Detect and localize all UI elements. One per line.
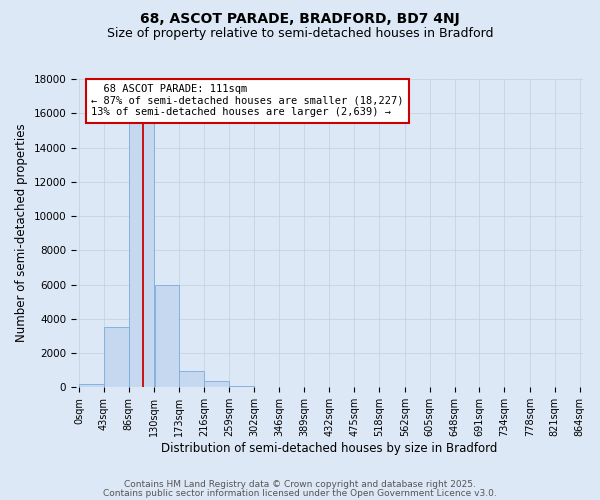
Bar — [155, 284, 179, 388]
Bar — [205, 382, 229, 388]
Bar — [104, 328, 128, 388]
Text: Size of property relative to semi-detached houses in Bradford: Size of property relative to semi-detach… — [107, 28, 493, 40]
Bar — [129, 104, 154, 388]
X-axis label: Distribution of semi-detached houses by size in Bradford: Distribution of semi-detached houses by … — [161, 442, 497, 455]
Text: Contains public sector information licensed under the Open Government Licence v3: Contains public sector information licen… — [103, 488, 497, 498]
Bar — [254, 386, 279, 388]
Bar — [79, 384, 104, 388]
Text: 68, ASCOT PARADE, BRADFORD, BD7 4NJ: 68, ASCOT PARADE, BRADFORD, BD7 4NJ — [140, 12, 460, 26]
Y-axis label: Number of semi-detached properties: Number of semi-detached properties — [15, 124, 28, 342]
Text: Contains HM Land Registry data © Crown copyright and database right 2025.: Contains HM Land Registry data © Crown c… — [124, 480, 476, 489]
Bar — [179, 371, 204, 388]
Text: 68 ASCOT PARADE: 111sqm
← 87% of semi-detached houses are smaller (18,227)
13% o: 68 ASCOT PARADE: 111sqm ← 87% of semi-de… — [91, 84, 404, 117]
Bar — [229, 386, 254, 388]
